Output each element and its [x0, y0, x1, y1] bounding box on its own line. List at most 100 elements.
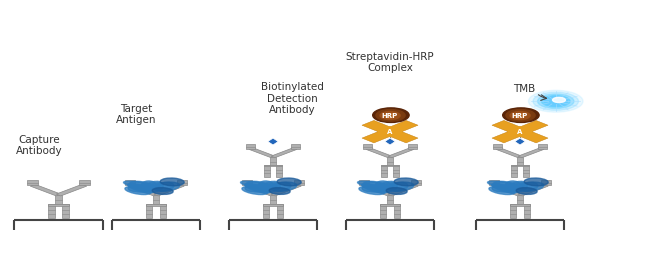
Polygon shape [242, 180, 252, 185]
Ellipse shape [491, 184, 517, 193]
Polygon shape [408, 144, 417, 148]
Circle shape [528, 90, 583, 112]
Circle shape [372, 108, 409, 122]
Text: Target
Antigen: Target Antigen [116, 103, 157, 125]
Polygon shape [523, 165, 529, 177]
Ellipse shape [270, 182, 297, 191]
Polygon shape [55, 195, 62, 204]
Polygon shape [79, 180, 90, 185]
Ellipse shape [376, 181, 391, 189]
Circle shape [510, 112, 530, 120]
Polygon shape [517, 195, 523, 204]
Polygon shape [57, 184, 86, 196]
Polygon shape [271, 184, 301, 196]
Polygon shape [270, 157, 276, 165]
Polygon shape [263, 204, 269, 218]
Ellipse shape [389, 182, 408, 191]
Circle shape [538, 94, 574, 108]
Polygon shape [510, 204, 516, 218]
Circle shape [502, 108, 539, 122]
Polygon shape [359, 180, 369, 185]
Ellipse shape [375, 181, 395, 191]
Polygon shape [277, 204, 283, 218]
Ellipse shape [160, 178, 184, 186]
Ellipse shape [245, 185, 270, 192]
Polygon shape [411, 180, 421, 185]
Ellipse shape [127, 184, 153, 193]
Circle shape [380, 112, 400, 120]
Polygon shape [62, 204, 69, 218]
Polygon shape [154, 184, 184, 196]
Polygon shape [362, 129, 396, 143]
Circle shape [384, 114, 395, 118]
Polygon shape [515, 138, 525, 145]
Polygon shape [510, 204, 530, 206]
Ellipse shape [246, 181, 273, 190]
Polygon shape [362, 184, 392, 196]
Ellipse shape [242, 187, 268, 194]
Polygon shape [153, 195, 159, 204]
Ellipse shape [155, 182, 174, 191]
Text: TMB: TMB [514, 84, 536, 94]
Polygon shape [263, 204, 283, 206]
Ellipse shape [125, 187, 151, 194]
Polygon shape [264, 165, 270, 177]
Ellipse shape [488, 181, 518, 188]
Ellipse shape [358, 181, 388, 188]
Polygon shape [496, 148, 522, 158]
Ellipse shape [148, 183, 163, 192]
Polygon shape [381, 165, 399, 166]
Ellipse shape [517, 182, 544, 191]
Text: Streptavidin-HRP
Complex: Streptavidin-HRP Complex [346, 51, 434, 73]
Ellipse shape [382, 183, 397, 192]
Circle shape [506, 109, 535, 121]
Ellipse shape [394, 178, 418, 186]
Ellipse shape [506, 181, 521, 189]
Polygon shape [270, 195, 276, 204]
Ellipse shape [359, 187, 385, 194]
Polygon shape [518, 148, 544, 158]
Polygon shape [264, 165, 282, 166]
Ellipse shape [153, 182, 180, 191]
Text: HRP: HRP [512, 113, 528, 119]
Ellipse shape [240, 181, 271, 188]
Text: A: A [517, 129, 523, 135]
Text: A: A [387, 129, 393, 135]
Ellipse shape [142, 181, 157, 189]
Ellipse shape [505, 181, 525, 191]
Polygon shape [271, 148, 297, 158]
Polygon shape [393, 165, 399, 177]
Polygon shape [48, 204, 69, 206]
Ellipse shape [362, 185, 387, 192]
Polygon shape [294, 180, 304, 185]
Polygon shape [384, 120, 418, 134]
Ellipse shape [277, 178, 301, 186]
Ellipse shape [259, 181, 274, 189]
Ellipse shape [269, 188, 290, 194]
Polygon shape [362, 120, 396, 134]
Ellipse shape [387, 182, 414, 191]
Polygon shape [384, 129, 418, 143]
Ellipse shape [519, 182, 538, 191]
Polygon shape [492, 184, 522, 196]
Polygon shape [31, 184, 60, 196]
Polygon shape [385, 138, 395, 145]
Circle shape [376, 109, 405, 121]
Circle shape [508, 127, 532, 136]
Polygon shape [380, 204, 386, 218]
Ellipse shape [265, 183, 280, 192]
Polygon shape [268, 138, 278, 145]
Ellipse shape [516, 188, 537, 194]
Polygon shape [538, 144, 547, 148]
Polygon shape [518, 184, 548, 196]
Text: HRP: HRP [382, 113, 398, 119]
Polygon shape [514, 129, 548, 143]
Ellipse shape [124, 181, 154, 188]
Ellipse shape [244, 184, 270, 193]
Ellipse shape [272, 182, 291, 191]
Polygon shape [291, 144, 300, 148]
Polygon shape [363, 144, 372, 148]
Circle shape [378, 127, 402, 136]
Circle shape [533, 92, 578, 110]
Polygon shape [125, 180, 135, 185]
